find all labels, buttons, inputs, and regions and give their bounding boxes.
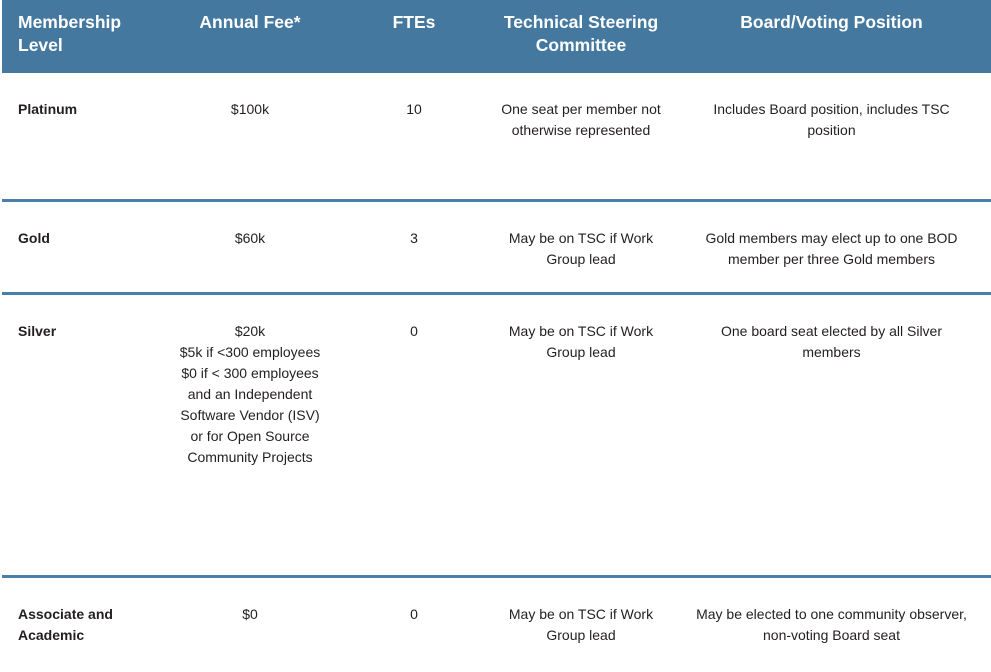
cell-ftes: 0 <box>338 576 490 668</box>
cell-technical-steering-committee: May be on TSC if Work Group lead <box>490 200 672 295</box>
column-header-ftes-label: FTEs <box>392 12 436 32</box>
cell-ftes: 10 <box>338 73 490 202</box>
board-voting-position-value: May be elected to one community observer… <box>696 606 967 643</box>
membership-level-label: Platinum <box>18 101 78 117</box>
table-header-row: Membership Level Annual Fee* FTEs Techni… <box>2 0 991 73</box>
board-voting-position-value: Gold members may elect up to one BOD mem… <box>705 230 958 267</box>
membership-level-label: Gold <box>18 230 50 246</box>
cell-technical-steering-committee: One seat per member not otherwise repres… <box>490 73 672 202</box>
column-header-annual-fee: Annual Fee* <box>162 0 338 73</box>
ftes-value: 0 <box>410 606 418 622</box>
technical-steering-committee-value: May be on TSC if Work Group lead <box>508 323 654 360</box>
table-row: Associate and Academic $0 0 May be on TS… <box>2 576 991 668</box>
cell-board-voting-position: Includes Board position, includes TSC po… <box>672 73 991 202</box>
cell-technical-steering-committee: May be on TSC if Work Group lead <box>490 576 672 668</box>
column-header-membership-level: Membership Level <box>2 0 162 73</box>
annual-fee-value: $100k <box>230 101 270 117</box>
column-header-technical-steering-committee: Technical Steering Committee <box>490 0 672 73</box>
column-header-board-voting-position-label: Board/Voting Position <box>740 12 923 32</box>
column-header-board-voting-position: Board/Voting Position <box>672 0 991 73</box>
cell-board-voting-position: May be elected to one community observer… <box>672 576 991 668</box>
cell-membership-level: Silver <box>2 293 162 578</box>
cell-board-voting-position: Gold members may elect up to one BOD mem… <box>672 200 991 295</box>
column-header-ftes: FTEs <box>338 0 490 73</box>
cell-membership-level: Gold <box>2 200 162 295</box>
fee-line: $0 if < 300 employees and an Independent… <box>180 365 320 465</box>
cell-ftes: 0 <box>338 293 490 578</box>
membership-level-label: Silver <box>18 323 57 339</box>
fee-line: $20k <box>234 323 266 339</box>
table-body: Platinum $100k 10 One seat per member no… <box>2 73 991 668</box>
cell-annual-fee: $100k <box>162 73 338 202</box>
cell-membership-level: Associate and Academic <box>2 576 162 668</box>
cell-membership-level: Platinum <box>2 73 162 202</box>
table-row: Silver $20k $5k if <300 employees $0 if < … <box>2 293 991 578</box>
ftes-value: 0 <box>410 323 418 339</box>
table-row: Platinum $100k 10 One seat per member no… <box>2 73 991 202</box>
membership-level-label: Associate and Academic <box>18 606 113 643</box>
technical-steering-committee-value: May be on TSC if Work Group lead <box>508 606 654 643</box>
cell-annual-fee: $20k $5k if <300 employees $0 if < 300 emp… <box>162 293 338 578</box>
technical-steering-committee-value: May be on TSC if Work Group lead <box>508 230 654 267</box>
board-voting-position-value: Includes Board position, includes TSC po… <box>713 101 950 138</box>
cell-board-voting-position: One board seat elected by all Silver mem… <box>672 293 991 578</box>
ftes-value: 3 <box>410 230 418 246</box>
table-header: Membership Level Annual Fee* FTEs Techni… <box>2 0 991 73</box>
cell-annual-fee: $0 <box>162 576 338 668</box>
annual-fee-value: $0 <box>242 606 258 622</box>
column-header-membership-level-label: Membership Level <box>18 12 122 56</box>
technical-steering-committee-value: One seat per member not otherwise repres… <box>501 101 661 138</box>
fee-line: $5k if <300 employees <box>179 344 321 360</box>
table-row: Gold $60k 3 May be on TSC if Work Group … <box>2 200 991 295</box>
annual-fee-value: $20k $5k if <300 employees $0 if < 300 emp… <box>162 295 338 490</box>
cell-technical-steering-committee: May be on TSC if Work Group lead <box>490 293 672 578</box>
ftes-value: 10 <box>406 101 422 117</box>
cell-ftes: 3 <box>338 200 490 295</box>
annual-fee-value: $60k <box>234 230 266 246</box>
column-header-technical-steering-committee-label: Technical Steering Committee <box>503 12 659 56</box>
column-header-annual-fee-label: Annual Fee* <box>199 12 301 32</box>
board-voting-position-value: One board seat elected by all Silver mem… <box>720 323 942 360</box>
cell-annual-fee: $60k <box>162 200 338 295</box>
